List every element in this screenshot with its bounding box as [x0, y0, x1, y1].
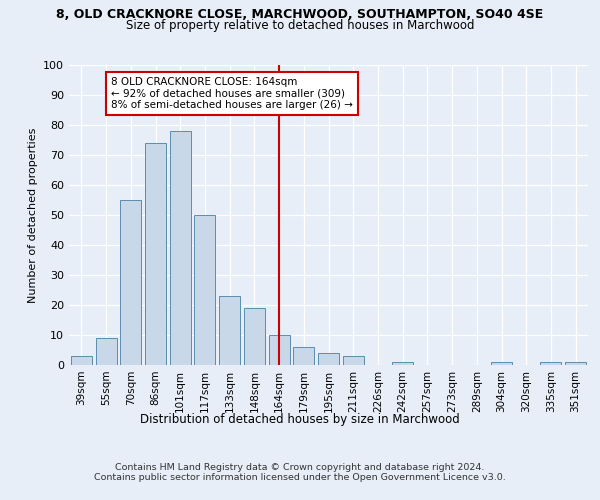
Bar — [392, 362, 413, 365]
Bar — [219, 296, 240, 365]
Text: Distribution of detached houses by size in Marchwood: Distribution of detached houses by size … — [140, 412, 460, 426]
Text: 8 OLD CRACKNORE CLOSE: 164sqm
← 92% of detached houses are smaller (309)
8% of s: 8 OLD CRACKNORE CLOSE: 164sqm ← 92% of d… — [111, 77, 353, 110]
Bar — [565, 362, 586, 365]
Text: Size of property relative to detached houses in Marchwood: Size of property relative to detached ho… — [126, 19, 474, 32]
Bar — [269, 335, 290, 365]
Bar — [293, 347, 314, 365]
Bar — [343, 356, 364, 365]
Bar — [541, 362, 562, 365]
Text: 8, OLD CRACKNORE CLOSE, MARCHWOOD, SOUTHAMPTON, SO40 4SE: 8, OLD CRACKNORE CLOSE, MARCHWOOD, SOUTH… — [56, 8, 544, 20]
Y-axis label: Number of detached properties: Number of detached properties — [28, 128, 38, 302]
Bar — [95, 338, 116, 365]
Bar — [71, 356, 92, 365]
Text: Contains HM Land Registry data © Crown copyright and database right 2024.
Contai: Contains HM Land Registry data © Crown c… — [94, 462, 506, 482]
Bar — [120, 200, 141, 365]
Bar — [145, 143, 166, 365]
Bar — [170, 131, 191, 365]
Bar — [194, 215, 215, 365]
Bar — [318, 353, 339, 365]
Bar — [491, 362, 512, 365]
Bar — [244, 308, 265, 365]
